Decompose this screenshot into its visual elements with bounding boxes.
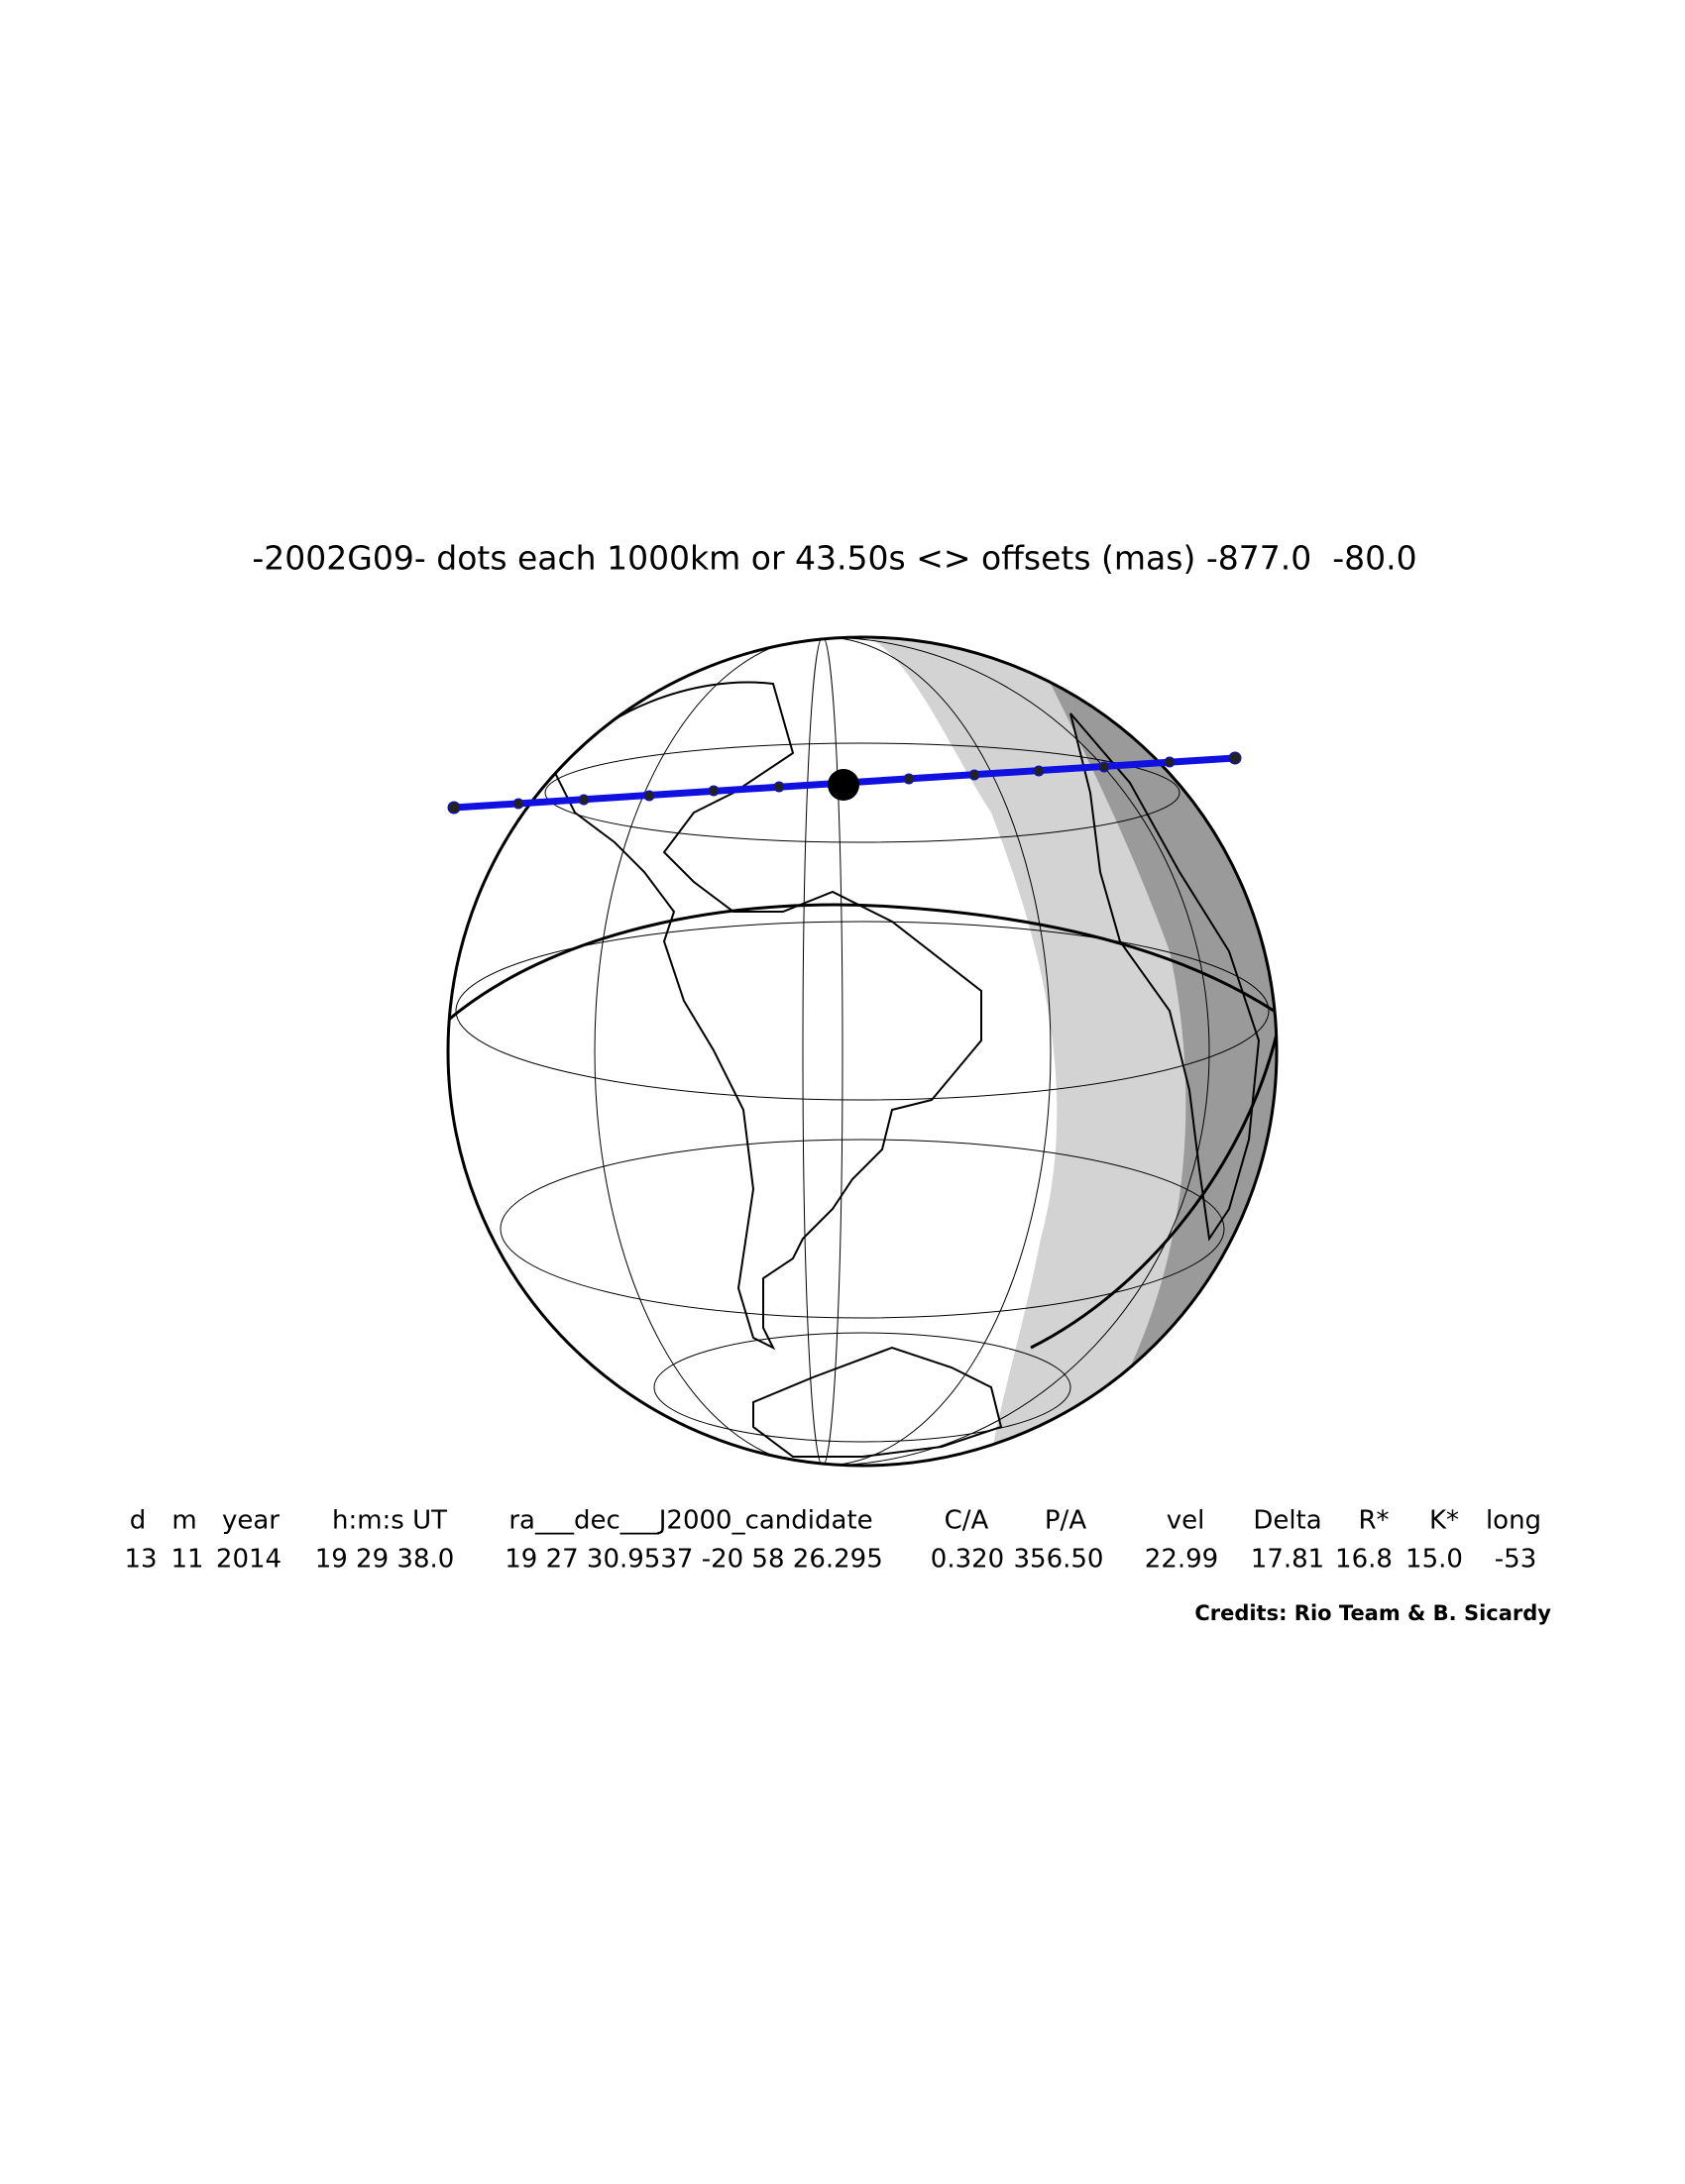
table-header: Delta bbox=[1253, 1506, 1321, 1536]
graticule bbox=[448, 637, 1270, 1466]
table-value: 19 29 38.0 bbox=[315, 1545, 455, 1575]
table-value: 0.320 bbox=[931, 1545, 1004, 1575]
table-header: R* bbox=[1358, 1506, 1389, 1536]
table-header: h:m:s UT bbox=[332, 1506, 447, 1536]
table-header: vel bbox=[1167, 1506, 1205, 1536]
terminator bbox=[1030, 1025, 1277, 1350]
table-value: 17.81 bbox=[1251, 1545, 1324, 1575]
table-value: 2014 bbox=[216, 1545, 281, 1575]
shadow-limit bbox=[448, 903, 1277, 1033]
table-value: 13 bbox=[124, 1545, 157, 1575]
table-header: ra___dec___J2000_candidate bbox=[508, 1506, 872, 1536]
table-value: 16.8 bbox=[1335, 1545, 1393, 1575]
table-header: long bbox=[1486, 1506, 1541, 1536]
coastlines bbox=[553, 681, 1261, 1458]
table-header: d bbox=[130, 1506, 147, 1536]
table-value: 356.50 bbox=[1014, 1545, 1104, 1575]
table-value: -53 bbox=[1495, 1545, 1536, 1575]
table-header: P/A bbox=[1045, 1506, 1086, 1536]
table-header: m bbox=[171, 1506, 196, 1536]
occultation-path bbox=[447, 751, 1242, 815]
closest-approach bbox=[828, 769, 859, 801]
table-header: K* bbox=[1429, 1506, 1459, 1536]
table-value: 15.0 bbox=[1405, 1545, 1463, 1575]
table-header: year bbox=[222, 1506, 280, 1536]
table-header: C/A bbox=[945, 1506, 989, 1536]
title: -2002G09- dots each 1000km or 43.50s <> … bbox=[252, 539, 1416, 578]
table-value: 11 bbox=[170, 1545, 203, 1575]
credits: Credits: Rio Team & B. Sicardy bbox=[1194, 1601, 1551, 1625]
globe bbox=[446, 635, 1279, 1468]
table-value: 19 27 30.9537 -20 58 26.295 bbox=[505, 1545, 883, 1575]
table-value: 22.99 bbox=[1145, 1545, 1218, 1575]
data-table: d m year h:m:s UT ra___dec___J2000_candidate… bbox=[124, 1506, 1541, 1575]
